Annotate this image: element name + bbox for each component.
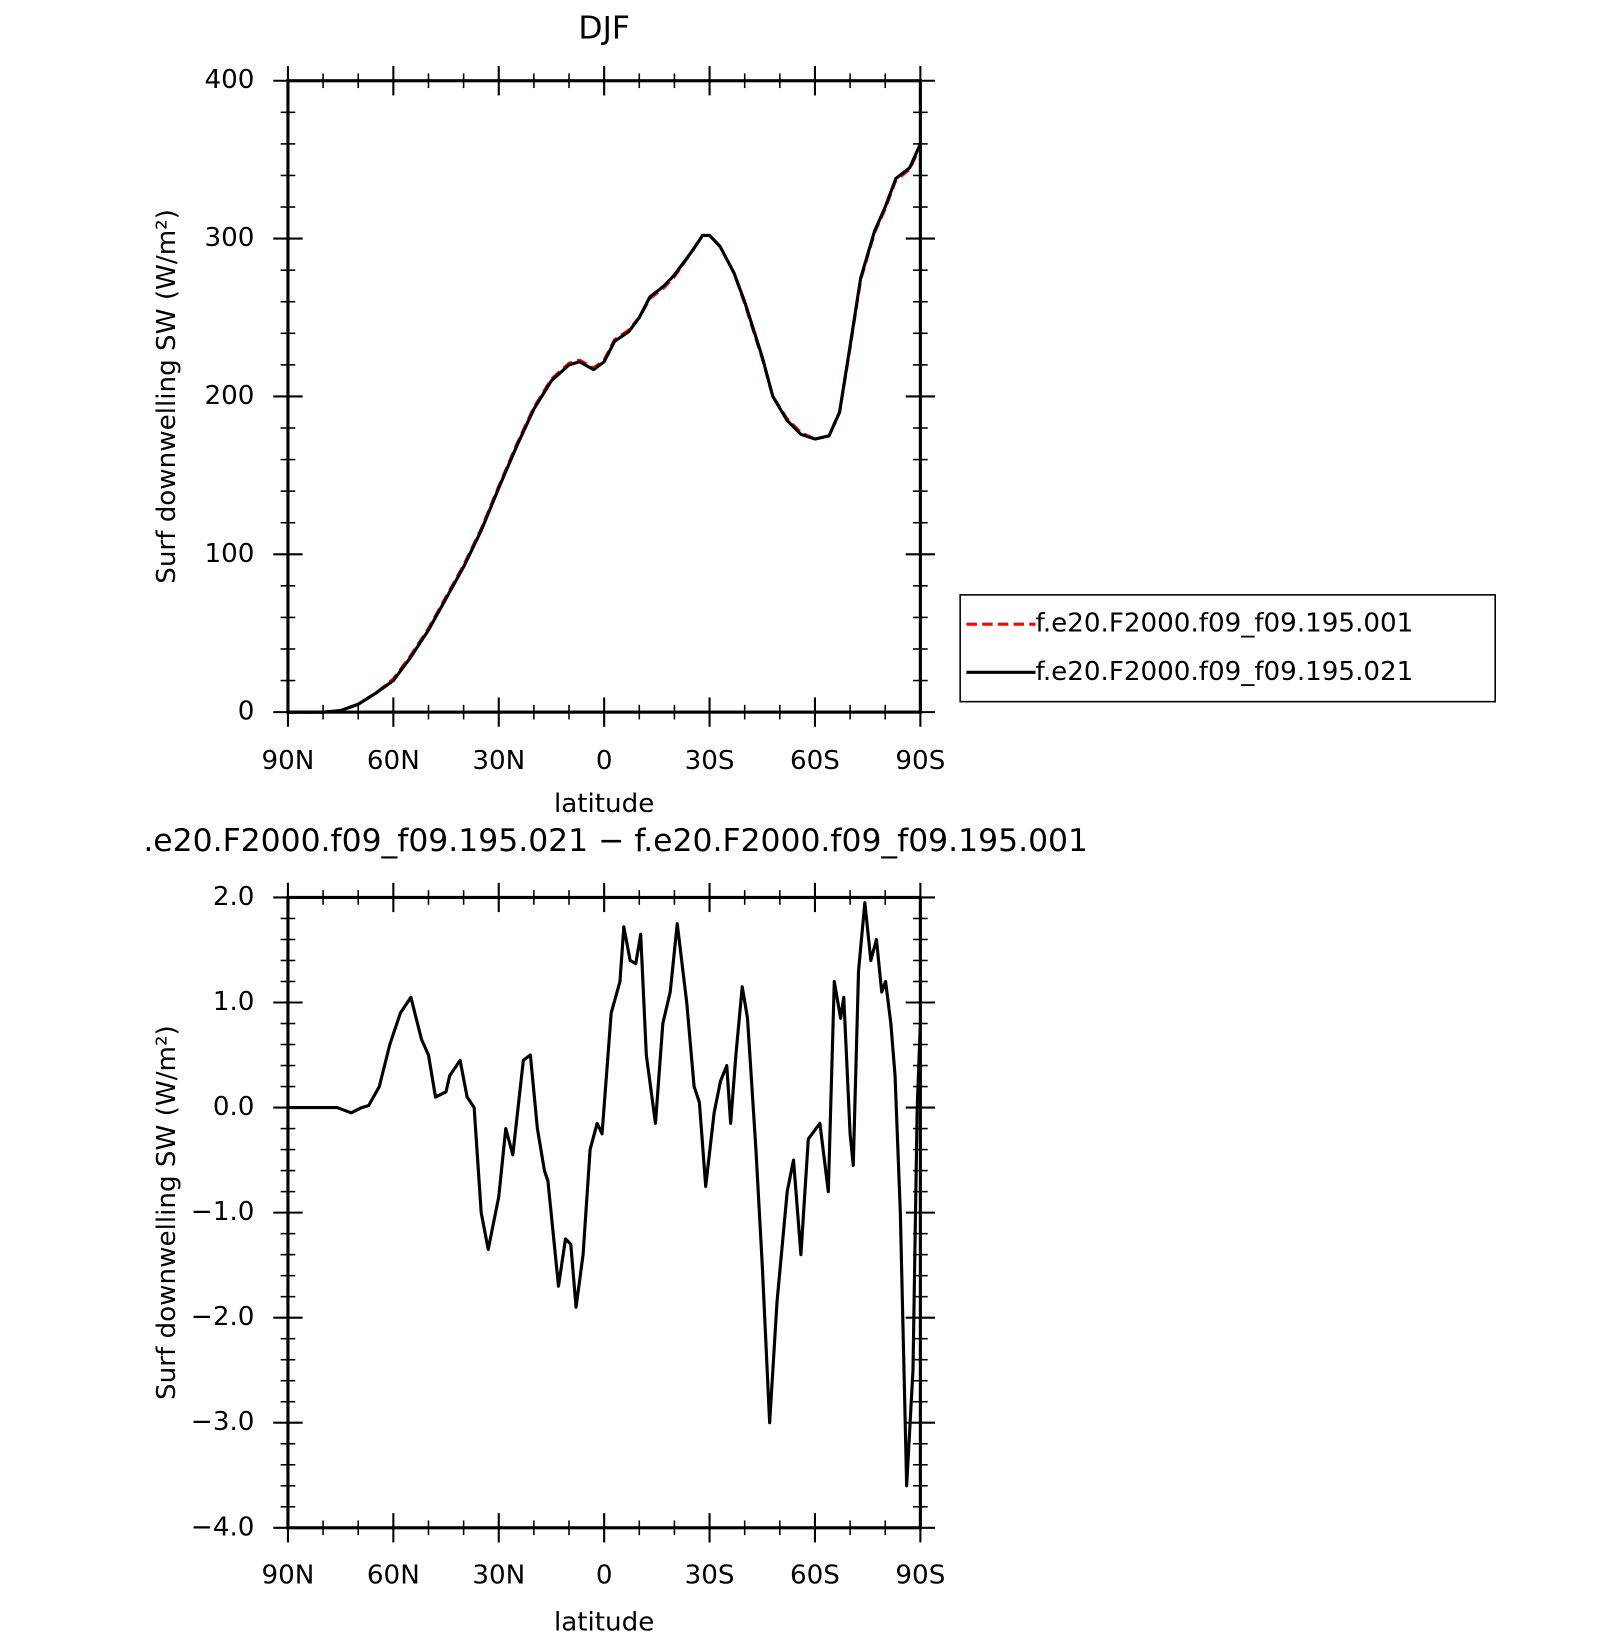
plot-frame [286, 895, 922, 1530]
x-tick-label: 90S [895, 1560, 945, 1590]
legend-label: f.e20.F2000.f09_f09.195.001 [1036, 609, 1414, 639]
x-tick-label: 60N [367, 1560, 420, 1590]
y-tick-label: −2.0 [191, 1302, 255, 1332]
x-tick-label: 30N [472, 746, 525, 776]
y-tick-label: −3.0 [191, 1407, 255, 1437]
x-tick-label: 30S [685, 1560, 735, 1590]
legend-label: f.e20.F2000.f09_f09.195.021 [1036, 657, 1414, 687]
y-tick-label: 100 [204, 539, 254, 569]
y-axis-label: Surf downwelling SW (W/m²) [152, 209, 182, 584]
y-tick-label: 400 [204, 65, 254, 95]
x-axis-label: latitude [554, 789, 654, 819]
x-tick-label: 60S [790, 1560, 840, 1590]
line-series [287, 143, 922, 714]
y-tick-label: 1.0 [213, 987, 255, 1017]
x-axis-label: latitude [554, 1608, 654, 1638]
x-tick-label: 90S [895, 746, 945, 776]
y-tick-label: 2.0 [213, 882, 255, 912]
chart-title: .e20.F2000.f09_f09.195.021 − f.e20.F2000… [143, 823, 1088, 859]
x-tick-label: 0 [596, 746, 613, 776]
x-tick-label: 30S [685, 746, 735, 776]
x-tick-label: 90N [262, 746, 315, 776]
y-tick-label: −1.0 [191, 1197, 255, 1227]
y-tick-label: 0 [238, 697, 255, 727]
line-series [287, 144, 922, 714]
y-tick-label: 0.0 [213, 1092, 255, 1122]
y-tick-label: −4.0 [191, 1512, 255, 1542]
x-tick-label: 90N [262, 1560, 315, 1590]
y-tick-label: 300 [204, 223, 254, 253]
y-axis-label: Surf downwelling SW (W/m²) [152, 1025, 182, 1400]
x-tick-label: 30N [472, 1560, 525, 1590]
legend-box [959, 594, 1496, 703]
y-tick-label: 200 [204, 381, 254, 411]
plot-frame [286, 79, 922, 714]
line-series [287, 901, 922, 1488]
x-tick-label: 60S [790, 746, 840, 776]
chart-title: DJF [578, 10, 630, 46]
x-tick-label: 60N [367, 746, 420, 776]
x-tick-label: 0 [596, 1560, 613, 1590]
